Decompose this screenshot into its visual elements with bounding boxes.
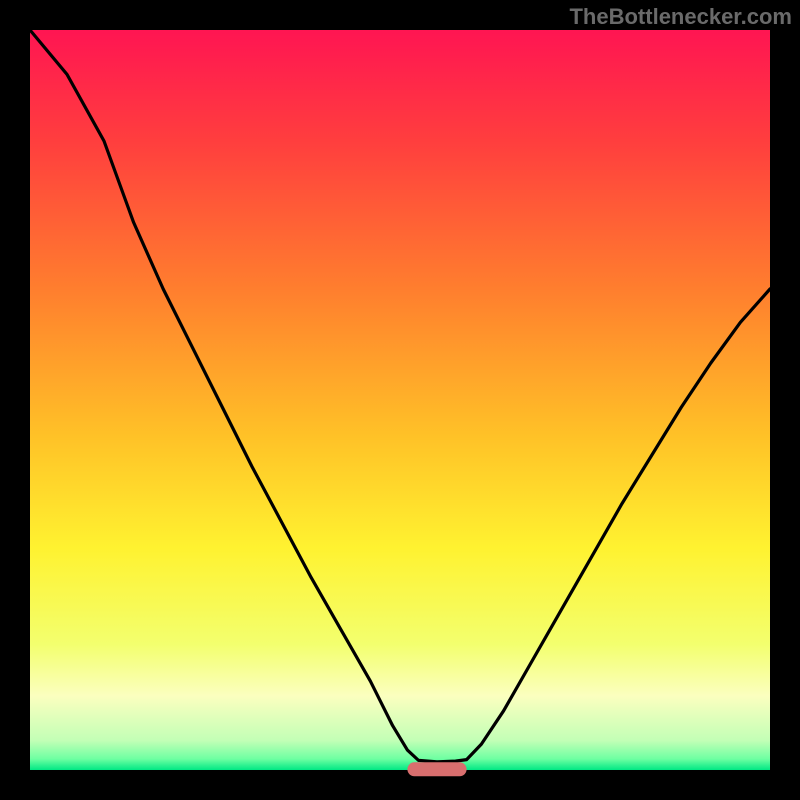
watermark-text: TheBottlenecker.com (569, 4, 792, 30)
chart-svg (0, 0, 800, 800)
optimum-marker (407, 762, 466, 776)
bottleneck-chart: TheBottlenecker.com (0, 0, 800, 800)
plot-background (30, 30, 770, 770)
